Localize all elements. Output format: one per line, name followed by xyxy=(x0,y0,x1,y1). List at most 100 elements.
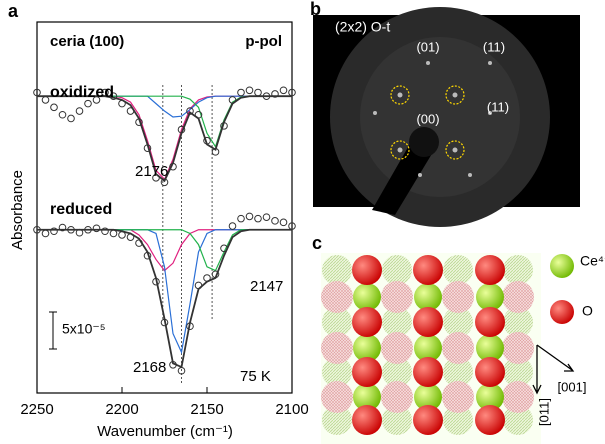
data-point xyxy=(262,213,271,221)
leed-spots xyxy=(373,61,492,177)
o-atom xyxy=(475,255,505,285)
lattice xyxy=(321,253,541,444)
data-point xyxy=(237,88,245,97)
o-atom xyxy=(352,405,382,435)
hatched-site xyxy=(502,281,534,313)
hatched-site xyxy=(382,405,412,435)
panel-label: b xyxy=(310,0,321,19)
data-point xyxy=(279,86,288,95)
data-point xyxy=(245,86,254,95)
hatched-site xyxy=(443,405,473,435)
o-atom xyxy=(413,357,443,387)
data-point xyxy=(58,110,67,119)
o-atom xyxy=(475,357,505,387)
leed-title: (2x2) O-t xyxy=(335,19,390,35)
hatched-site xyxy=(503,255,533,285)
hatched-site xyxy=(503,357,533,387)
hatched-site xyxy=(502,332,534,364)
arrow-011 xyxy=(532,345,542,395)
panel-a: a ceria (100) p-pol Wavenumber (cm⁻¹) Ab… xyxy=(8,1,309,440)
data-point xyxy=(271,217,279,225)
o-atom xyxy=(475,405,505,435)
ce-atom xyxy=(414,283,442,311)
chart-title: ceria (100) xyxy=(50,33,124,50)
x-tick-label: 2100 xyxy=(275,401,308,418)
annotation: 2176 xyxy=(135,163,168,180)
annotation: 75 K xyxy=(240,368,271,385)
hatched-site xyxy=(442,381,474,413)
data-point xyxy=(271,90,279,98)
data-point xyxy=(279,218,288,227)
data-point xyxy=(237,214,245,223)
direction-label: [001] xyxy=(558,379,587,394)
annotation: oxidized xyxy=(50,84,114,101)
data-point xyxy=(75,107,84,115)
hatched-site xyxy=(442,281,474,313)
annotation: 5x10⁻⁵ xyxy=(62,321,106,337)
data-point xyxy=(92,224,101,233)
ce-atom xyxy=(353,334,381,362)
data-point xyxy=(41,96,50,104)
ce-atom xyxy=(414,334,442,362)
hatched-site xyxy=(321,332,353,364)
annotation: 2147 xyxy=(250,278,283,295)
hatched-site xyxy=(321,281,353,313)
o-atom xyxy=(352,255,382,285)
highlight-circles xyxy=(390,85,465,160)
data-point xyxy=(254,214,262,223)
hatched-site xyxy=(503,307,533,337)
hatched-site xyxy=(443,255,473,285)
legend-label: O xyxy=(582,303,593,319)
curve xyxy=(37,95,292,149)
ce-atom xyxy=(476,383,504,411)
o-atom xyxy=(352,357,382,387)
curve xyxy=(37,95,292,183)
y-axis-label: Absorbance xyxy=(9,170,26,250)
data-point xyxy=(254,88,262,97)
hatched-site xyxy=(381,281,413,313)
hatched-site xyxy=(381,381,413,413)
scale-bar xyxy=(49,311,57,350)
x-tick-label: 2250 xyxy=(20,401,53,418)
plot-frame xyxy=(36,21,293,394)
legend-label: Ce⁴⁺ xyxy=(580,253,605,269)
hatched-site xyxy=(443,357,473,387)
hatched-site xyxy=(322,307,352,337)
hatched-site xyxy=(321,381,353,413)
data-point xyxy=(50,227,58,236)
annotation: 2168 xyxy=(133,359,166,376)
data-point xyxy=(41,229,50,238)
annotation: reduced xyxy=(50,201,112,218)
x-tick-label: 2150 xyxy=(190,401,223,418)
hatched-site xyxy=(382,357,412,387)
arrow-001 xyxy=(536,344,575,372)
panel-label: c xyxy=(312,233,322,253)
data-point xyxy=(245,212,254,221)
chart-subtitle: p-pol xyxy=(245,33,282,50)
spot-label: (01) xyxy=(416,39,439,54)
hatched-site xyxy=(322,357,352,387)
x-axis-label: Wavenumber (cm⁻¹) xyxy=(97,423,233,440)
data-point xyxy=(228,222,237,230)
o-atom xyxy=(413,255,443,285)
hatched-site xyxy=(381,332,413,364)
data-point xyxy=(50,103,58,112)
hatched-site xyxy=(322,405,352,435)
hatched-site xyxy=(503,405,533,435)
spot-label: (11) xyxy=(487,99,509,114)
data-point xyxy=(67,114,75,123)
hatched-site xyxy=(442,332,474,364)
hatched-site xyxy=(502,381,534,413)
hatched-site xyxy=(322,255,352,285)
leed-glow xyxy=(360,37,520,197)
legend-o xyxy=(550,300,574,324)
hatched-site xyxy=(382,307,412,337)
hatched-site xyxy=(443,307,473,337)
direction-label: [011] xyxy=(536,398,551,426)
data-point xyxy=(109,229,118,238)
x-tick-label: 2200 xyxy=(105,401,138,418)
ce-atom xyxy=(476,283,504,311)
data-point xyxy=(84,99,92,108)
ce-atom xyxy=(414,383,442,411)
